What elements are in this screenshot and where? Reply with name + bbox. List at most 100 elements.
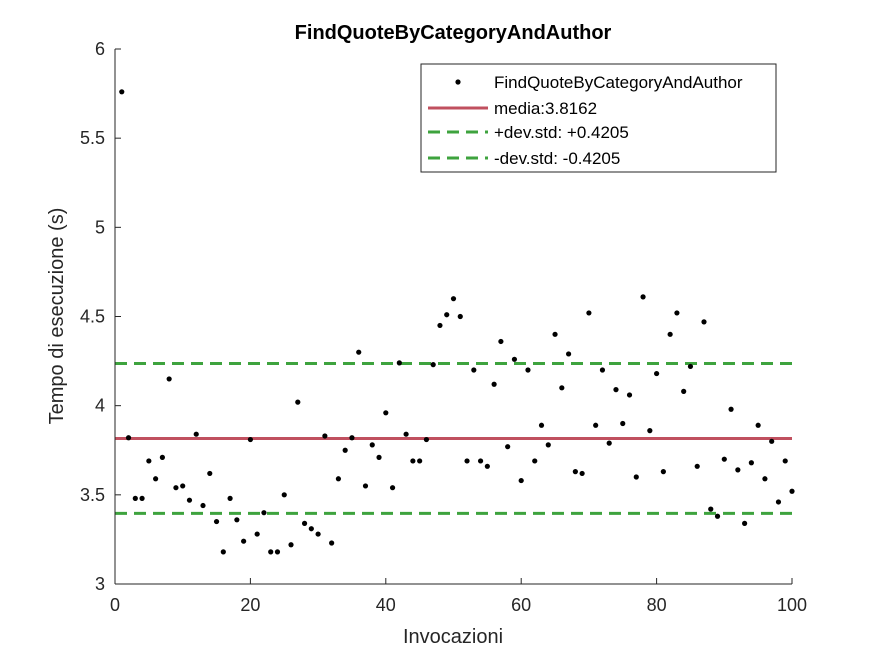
data-point <box>633 474 639 480</box>
data-point <box>356 349 362 355</box>
legend-label: -dev.std: -0.4205 <box>494 149 620 168</box>
data-point <box>268 549 274 555</box>
y-tick-label: 6 <box>95 39 105 59</box>
data-point <box>579 470 585 477</box>
data-point <box>565 351 572 357</box>
data-point <box>762 476 768 482</box>
data-point <box>254 531 260 537</box>
data-point <box>484 463 490 469</box>
data-point <box>552 331 558 337</box>
data-point <box>335 476 342 482</box>
data-point <box>166 376 172 382</box>
data-point <box>505 444 511 450</box>
y-tick-label: 4 <box>95 396 105 416</box>
data-point <box>146 458 152 464</box>
legend-items: FindQuoteByCategoryAndAuthor media:3.8162… <box>428 73 743 168</box>
data-point <box>261 510 267 516</box>
legend-label: media:3.8162 <box>494 99 597 118</box>
data-point <box>186 497 193 503</box>
data-point <box>241 538 247 544</box>
x-tick-label: 20 <box>240 595 260 615</box>
data-point <box>329 540 335 546</box>
data-point <box>288 542 294 548</box>
x-tick-label: 0 <box>110 595 120 615</box>
data-point <box>376 454 382 460</box>
data-point <box>525 367 531 373</box>
data-point <box>308 526 314 532</box>
data-point <box>207 470 213 477</box>
data-point <box>694 463 700 469</box>
data-point <box>132 495 138 501</box>
legend: FindQuoteByCategoryAndAuthor media:3.8162… <box>420 63 777 173</box>
data-point <box>735 467 741 473</box>
data-point <box>301 520 308 526</box>
data-point <box>450 296 457 302</box>
legend-label: FindQuoteByCategoryAndAuthor <box>494 73 743 92</box>
data-point <box>200 502 206 509</box>
data-point <box>626 392 633 398</box>
x-tick-label: 100 <box>777 595 807 615</box>
x-ticks: 0 20 40 60 80 100 <box>110 578 807 615</box>
data-point <box>423 436 430 443</box>
data-point <box>660 469 666 475</box>
data-point <box>173 485 179 491</box>
data-point <box>599 367 606 373</box>
legend-box <box>420 63 777 173</box>
data-point <box>701 319 707 325</box>
data-point <box>586 310 592 316</box>
data-point <box>491 381 497 387</box>
data-point <box>775 499 782 505</box>
data-point <box>193 431 199 437</box>
data-point <box>471 367 477 373</box>
data-point <box>234 517 240 523</box>
legend-label: +dev.std: +0.4205 <box>494 123 629 142</box>
data-point <box>620 420 626 427</box>
data-point <box>647 428 653 434</box>
data-point <box>180 483 186 489</box>
data-point <box>748 460 754 466</box>
data-point <box>403 431 409 437</box>
data-point <box>139 495 145 501</box>
data-point <box>315 531 321 537</box>
data-point <box>220 549 226 555</box>
data-point <box>559 385 565 391</box>
data-point <box>593 422 599 428</box>
data-point <box>274 549 281 555</box>
data-point <box>119 89 125 95</box>
y-axis-label: Tempo di esecuzione (s) <box>46 208 68 425</box>
data-point <box>477 458 484 464</box>
data-point <box>708 506 714 512</box>
reference-lines <box>115 361 792 515</box>
data-point <box>538 422 545 428</box>
y-tick-label: 3.5 <box>80 485 105 505</box>
data-point <box>444 312 450 318</box>
data-point <box>396 360 402 366</box>
data-point <box>430 362 436 368</box>
data-point <box>687 363 694 370</box>
data-point <box>247 436 253 443</box>
data-point <box>674 310 680 316</box>
y-tick-label: 5 <box>95 217 105 237</box>
data-point <box>755 422 761 428</box>
y-tick-label: 3 <box>95 574 105 594</box>
data-point <box>295 399 301 405</box>
data-point <box>417 458 423 464</box>
data-point <box>437 322 443 329</box>
legend-marker-dot <box>455 79 461 85</box>
data-point <box>153 476 159 482</box>
data-point <box>742 520 748 526</box>
x-tick-label: 60 <box>511 595 531 615</box>
data-point <box>349 435 355 441</box>
data-point <box>159 454 165 460</box>
data-point <box>532 458 538 464</box>
x-tick-label: 80 <box>647 595 667 615</box>
data-point <box>572 469 578 475</box>
data-point <box>789 488 795 494</box>
data-point <box>782 458 788 464</box>
data-point <box>383 410 389 416</box>
data-point <box>721 456 727 462</box>
data-point <box>125 435 132 441</box>
data-point <box>714 513 721 519</box>
data-point <box>681 388 687 394</box>
